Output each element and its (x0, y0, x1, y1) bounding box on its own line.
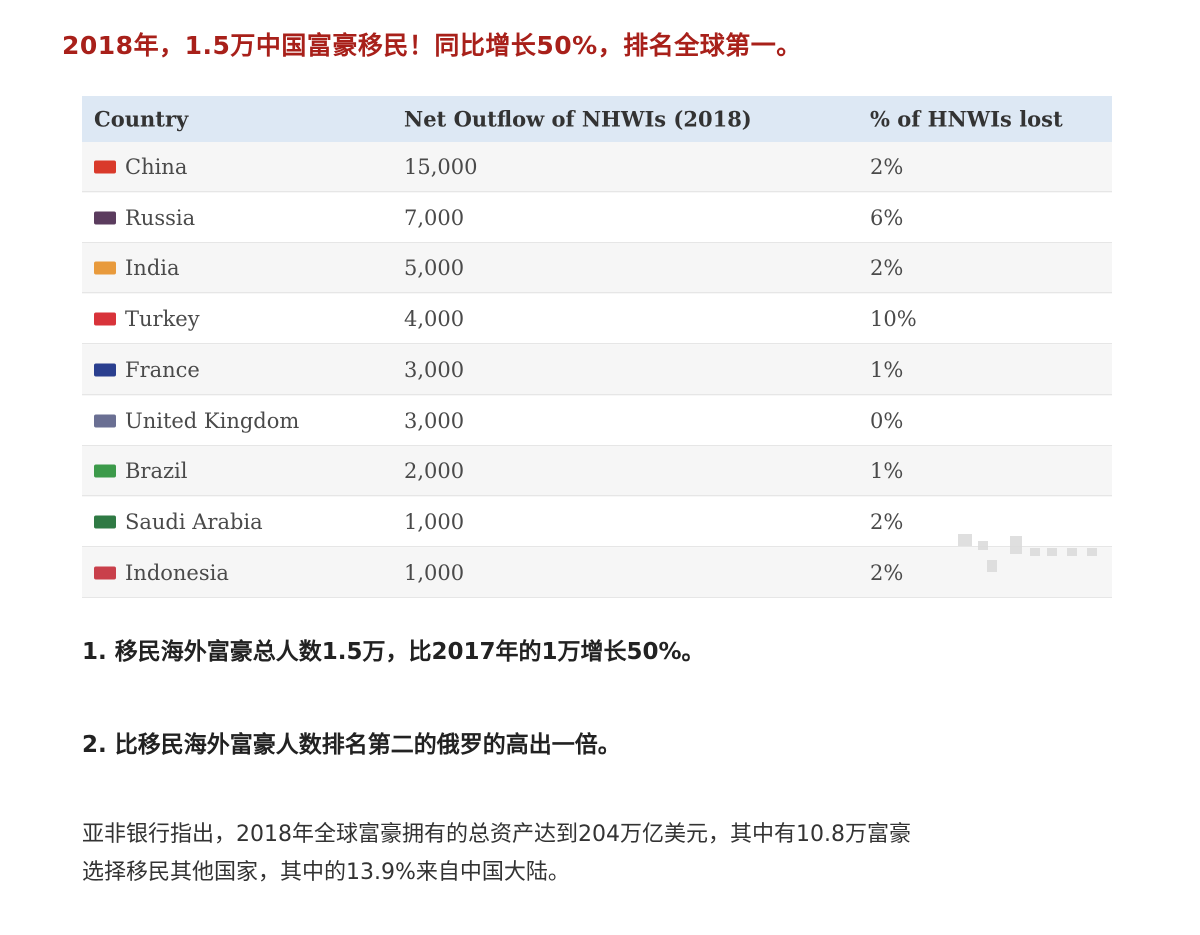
row-divider (82, 191, 1112, 192)
watermark-blur (1067, 548, 1077, 556)
turkey-flag-icon (94, 312, 116, 326)
table-row: Saudi Arabia 1,000 2% (82, 496, 1112, 547)
watermark-blur (958, 534, 972, 546)
russia-flag-icon (94, 211, 116, 225)
cell-country: Indonesia (125, 560, 229, 585)
cell-percent-lost: 2% (870, 560, 904, 585)
table-row: France 3,000 1% (82, 344, 1112, 395)
saudi-arabia-flag-icon (94, 515, 116, 529)
header-country: Country (94, 106, 189, 132)
watermark-blur (1047, 548, 1057, 556)
table-row: India 5,000 2% (82, 243, 1112, 294)
cell-country: Saudi Arabia (125, 509, 263, 534)
table-row: Indonesia 1,000 2% (82, 547, 1112, 598)
table-header: Country Net Outflow of NHWIs (2018) % of… (82, 96, 1112, 142)
cell-net-outflow: 4,000 (404, 307, 465, 332)
cell-net-outflow: 2,000 (404, 459, 465, 484)
row-divider (82, 444, 1112, 446)
cell-percent-lost: 2% (870, 256, 904, 281)
cell-country: India (125, 256, 180, 281)
cell-percent-lost: 2% (870, 155, 904, 179)
cell-percent-lost: 1% (870, 357, 904, 382)
cell-country: Russia (125, 205, 196, 230)
cell-percent-lost: 10% (870, 307, 917, 332)
indonesia-flag-icon (94, 566, 116, 580)
point-2: 2. 比移民海外富豪人数排名第二的俄罗的高出一倍。 (82, 732, 621, 758)
cell-net-outflow: 5,000 (404, 256, 465, 281)
row-divider (82, 545, 1112, 547)
watermark-blur (1010, 536, 1022, 554)
table-row: Brazil 2,000 1% (82, 446, 1112, 497)
watermark-blur (987, 560, 997, 572)
point-1: 1. 移民海外富豪总人数1.5万，比2017年的1万增长50%。 (82, 639, 705, 665)
row-divider (82, 495, 1112, 497)
france-flag-icon (94, 363, 116, 377)
cell-country: United Kingdom (125, 408, 300, 433)
cell-net-outflow: 7,000 (404, 205, 465, 230)
india-flag-icon (94, 261, 116, 275)
row-divider (82, 596, 1112, 598)
cell-net-outflow: 1,000 (404, 509, 465, 534)
cell-country: Brazil (125, 459, 188, 484)
cell-percent-lost: 1% (870, 459, 904, 484)
row-divider (82, 393, 1112, 395)
row-divider (82, 292, 1112, 294)
table-row: Turkey 4,000 10% (82, 294, 1112, 345)
cell-percent-lost: 6% (870, 205, 904, 230)
table-row: Russia 7,000 6% (82, 192, 1112, 243)
header-percent-lost: % of HNWIs lost (870, 106, 1063, 132)
summary-line-2: 选择移民其他国家，其中的13.9%来自中国大陆。 (82, 860, 570, 885)
row-divider (82, 343, 1112, 345)
cell-country: Turkey (125, 307, 200, 332)
china-flag-icon (94, 160, 116, 174)
cell-net-outflow: 15,000 (404, 155, 478, 179)
article-headline: 2018年，1.5万中国富豪移民！同比增长50%，排名全球第一。 (62, 31, 802, 60)
watermark-blur (1030, 548, 1040, 556)
watermark-blur (1087, 548, 1097, 556)
hnwi-outflow-table: Country Net Outflow of NHWIs (2018) % of… (82, 96, 1112, 598)
cell-net-outflow: 1,000 (404, 560, 465, 585)
summary-line-1: 亚非银行指出，2018年全球富豪拥有的总资产达到204万亿美元，其中有10.8万… (82, 822, 911, 847)
cell-percent-lost: 0% (870, 408, 904, 433)
table-row: United Kingdom 3,000 0% (82, 395, 1112, 446)
cell-country: France (125, 357, 200, 382)
cell-net-outflow: 3,000 (404, 357, 465, 382)
cell-country: China (125, 155, 188, 179)
row-divider (82, 241, 1112, 243)
cell-percent-lost: 2% (870, 509, 904, 534)
brazil-flag-icon (94, 464, 116, 478)
table-row: China 15,000 2% (82, 142, 1112, 192)
cell-net-outflow: 3,000 (404, 408, 465, 433)
watermark-blur (978, 541, 988, 550)
header-net-outflow: Net Outflow of NHWIs (2018) (404, 106, 752, 132)
uk-flag-icon (94, 414, 116, 427)
